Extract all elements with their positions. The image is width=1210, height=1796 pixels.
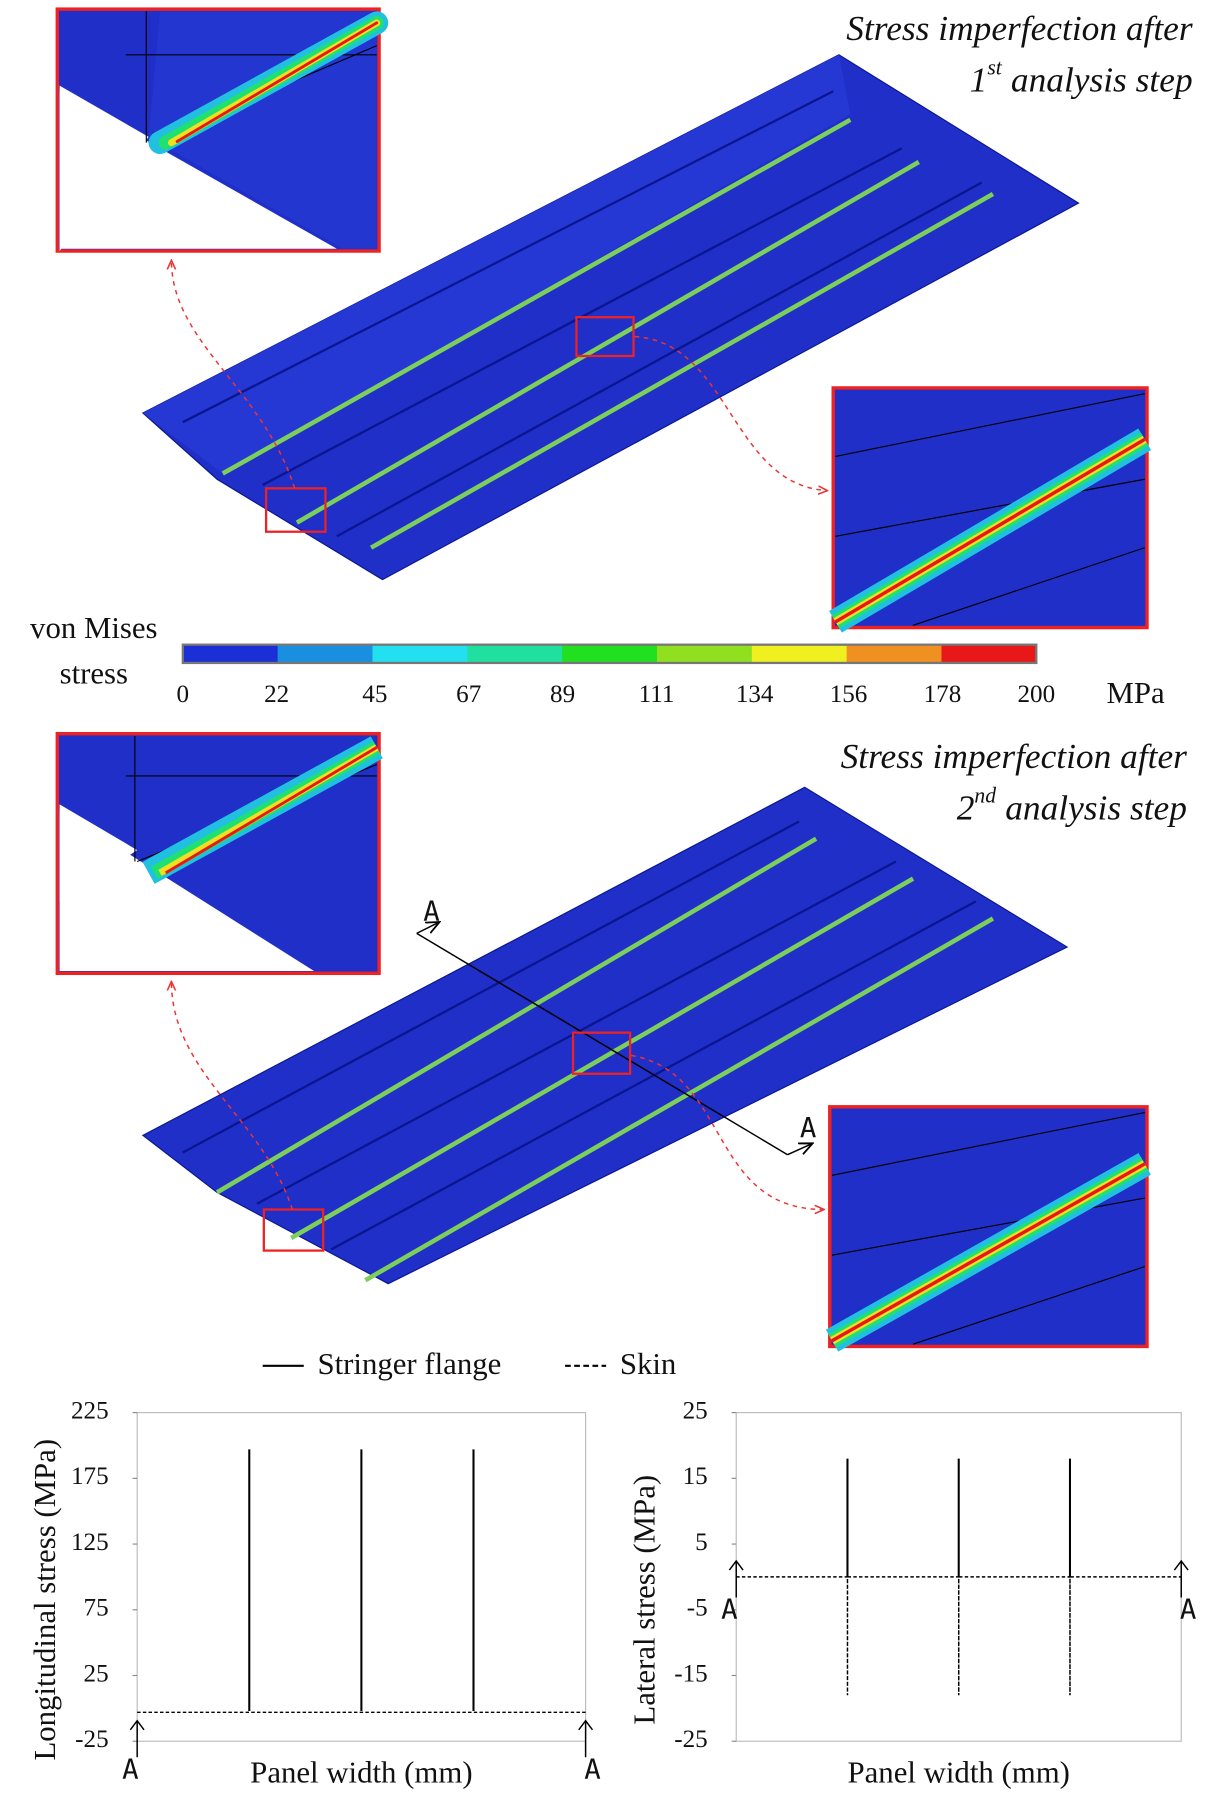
section-arrow (728, 1559, 744, 1598)
y-tick-label: 25 (84, 1660, 109, 1687)
step-suffix: st (987, 56, 1002, 80)
legend-label: Skin (620, 1347, 676, 1381)
y-tick-label: 5 (695, 1529, 708, 1556)
colorbar-segment (941, 644, 1037, 663)
step-text: analysis step (1011, 59, 1193, 99)
colorbar-segment (751, 644, 848, 663)
plot-frame (136, 1412, 587, 1742)
y-axis-label: Longitudinal stress (MPa) (28, 1439, 62, 1761)
y-tick-label: -5 (687, 1595, 708, 1622)
colorbar-unit: MPa (1106, 676, 1165, 710)
render-step: 1st analysis step (970, 56, 1193, 100)
colorbar-title: stress (60, 657, 128, 691)
colorbar-segment (182, 644, 279, 663)
section-label: A (122, 1754, 138, 1785)
y-tick-label: 225 (71, 1397, 109, 1424)
colorbar-title: von Mises (30, 611, 157, 645)
y-tick-label: 175 (71, 1463, 109, 1490)
y-tick-label: -25 (75, 1726, 108, 1753)
render-title: Stress imperfection after (846, 8, 1193, 48)
render-titles: Stress imperfection after 1st analysis st… (423, 8, 1193, 1144)
y-tick-label: 25 (683, 1397, 708, 1424)
x-axis-label: Panel width (mm) (250, 1756, 472, 1790)
render-top (55, 7, 1152, 633)
series-line (248, 1449, 475, 1711)
colorbar-tick-label: 111 (639, 681, 675, 708)
section-label: A (721, 1595, 737, 1626)
series-line (846, 1458, 1072, 1577)
charts: 0 22 45 67 89 111 134 156 178 200 MPa von Mises stre… (28, 611, 1196, 1789)
render-title: Stress imperfection after (841, 736, 1188, 776)
y-tick-label: 15 (683, 1463, 708, 1490)
colorbar-segment (562, 644, 658, 663)
step-number: 1 (970, 59, 988, 99)
colorbar-tick-label: 134 (736, 681, 774, 708)
section-label: A (800, 1113, 816, 1144)
step-number: 2 (957, 787, 975, 827)
colorbar-tick-label: 67 (456, 681, 481, 708)
step-suffix: nd (974, 784, 996, 808)
section-label: A (1180, 1595, 1196, 1626)
colorbar-segment (372, 644, 468, 663)
section-label: A (423, 896, 439, 927)
legend-label: Stringer flange (317, 1347, 501, 1381)
colorbar-tick-label: 0 (177, 681, 190, 708)
section-label: A (584, 1754, 600, 1785)
y-tick-label: 75 (84, 1595, 109, 1622)
colorbar-tick-label: 156 (830, 681, 868, 708)
y-tick-label: 125 (71, 1529, 109, 1556)
colorbar-tick-label: 45 (362, 681, 387, 708)
colorbar-tick-label: 22 (264, 681, 289, 708)
x-axis-label: Panel width (mm) (848, 1756, 1070, 1790)
colorbar-segment (846, 644, 943, 663)
render-step: 2nd analysis step (957, 784, 1187, 828)
colorbar-tick-label: 178 (924, 681, 962, 708)
y-tick-label: -25 (674, 1726, 707, 1753)
y-tick-label: -15 (674, 1660, 707, 1687)
colorbar-tick-label: 89 (550, 681, 575, 708)
series-line (736, 1576, 1182, 1696)
colorbar-segment (467, 644, 563, 663)
colorbar-segment (277, 644, 374, 663)
step-text: analysis step (1005, 787, 1187, 827)
colorbar-segment (656, 644, 753, 663)
colorbar-frame (181, 643, 1038, 665)
colorbar-tick-label: 200 (1017, 681, 1055, 708)
render-bottom (55, 731, 1151, 1352)
section-arrow (578, 1719, 594, 1758)
section-arrow (1173, 1559, 1189, 1598)
y-axis-label: Lateral stress (MPa) (627, 1475, 661, 1725)
section-arrow (129, 1719, 145, 1758)
